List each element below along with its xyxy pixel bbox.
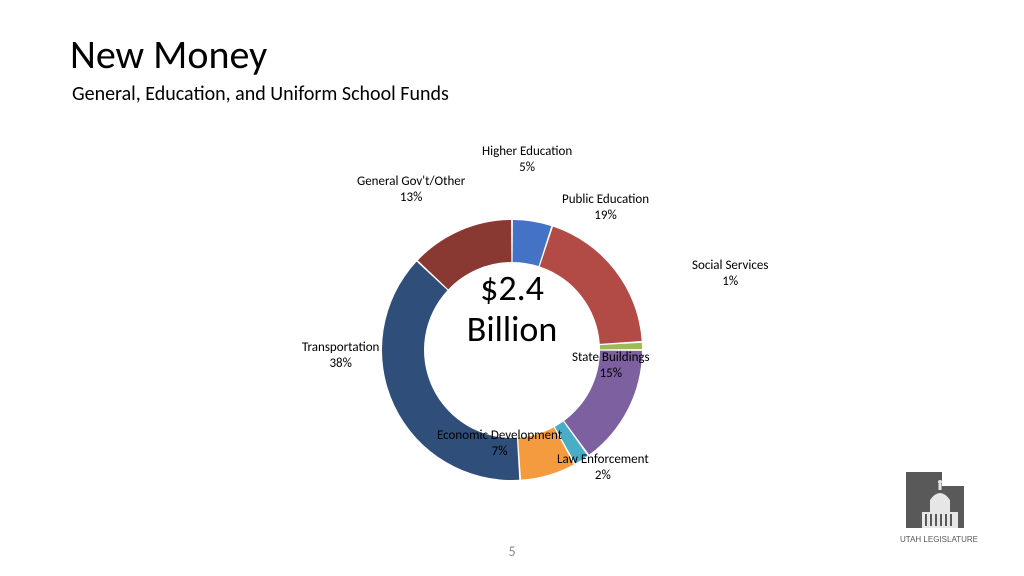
- slice-label-0: Higher Education5%: [482, 144, 572, 177]
- slice-label-3: State Buildings15%: [572, 350, 650, 383]
- capitol-icon: UTAH LEGISLATURE: [894, 466, 984, 546]
- slice-label-5: Economic Development7%: [437, 428, 562, 461]
- logo-text: UTAH LEGISLATURE: [900, 535, 978, 544]
- slice-label-4: Law Enforcement2%: [557, 452, 649, 485]
- page-number: 5: [0, 543, 1024, 560]
- slice-label-6: Transportation38%: [302, 340, 379, 373]
- utah-legislature-logo: UTAH LEGISLATURE: [894, 466, 984, 546]
- page-title: New Money: [70, 30, 267, 79]
- page-subtitle: General, Education, and Uniform School F…: [72, 82, 449, 106]
- slice-label-1: Public Education19%: [562, 192, 649, 225]
- slice-label-7: General Gov't/Other13%: [357, 174, 465, 207]
- center-line-1: $2.4: [480, 266, 544, 310]
- slice-label-2: Social Services1%: [692, 258, 768, 291]
- chart-center-text: $2.4 Billion: [312, 268, 712, 351]
- donut-chart: $2.4 Billion Higher Education5%Public Ed…: [312, 150, 712, 550]
- center-line-2: Billion: [467, 307, 558, 351]
